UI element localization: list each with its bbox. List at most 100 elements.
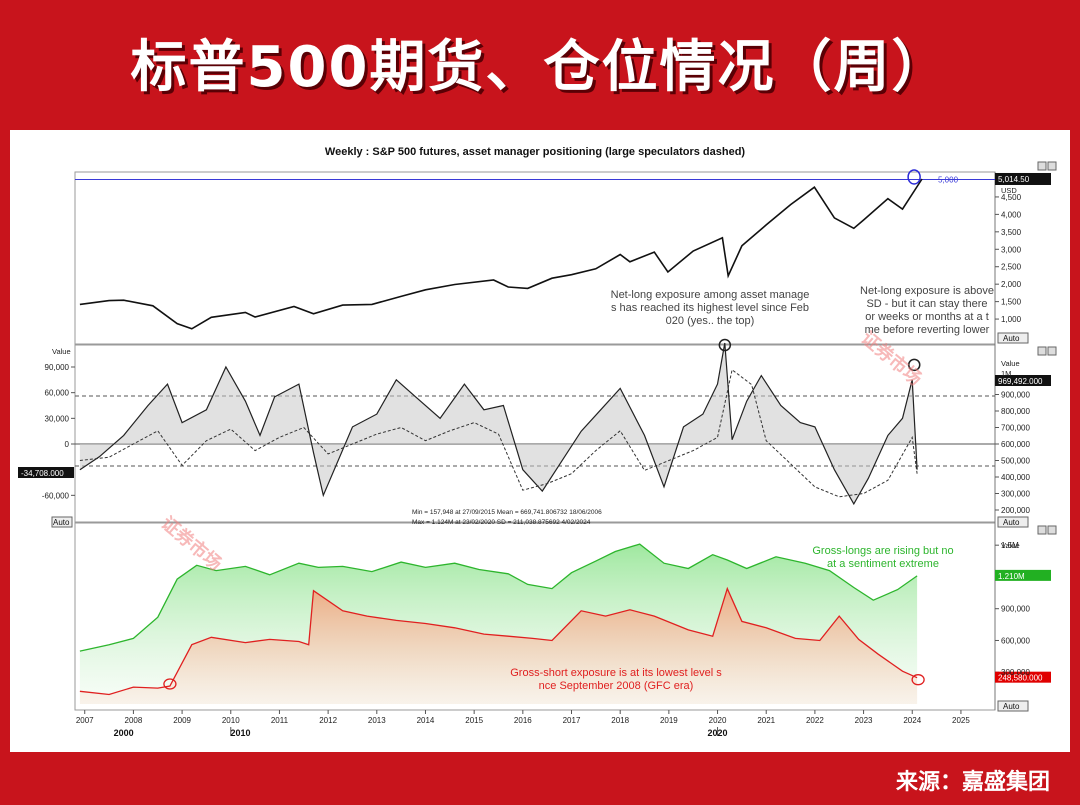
panel3-close-icon [1047,525,1057,535]
netlong-right-axis-title: Value [1001,359,1020,368]
price-axis-unit: USD [1001,186,1017,195]
price-axis-title: Price [1001,175,1018,184]
panel3-auto-box [997,700,1029,712]
gross-tick-label: 1.5M [1001,541,1019,550]
netlong-left-last-box [18,467,74,478]
x-tick-label: 2007 [76,716,94,725]
annotation-1sd-2: SD - but it can stay there [866,298,987,310]
x-tick-label: 2023 [855,716,873,725]
panel2-left-auto-label: Auto [53,518,70,527]
chart-svg: Weekly : S&P 500 futures, asset manager … [18,146,1057,738]
netlong-right-last-value: 969,492.000 [998,377,1043,386]
gross-shorts-fill [79,588,918,704]
price-last-value-box [995,172,1051,185]
panel1-auto-label: Auto [1003,334,1020,343]
netlong-stats-line-1: Min = 157,948 at 27/09/2015 Mean = 669,7… [412,509,602,516]
x-tick-label: 2013 [368,716,386,725]
reference-line-label: 5,000 [938,175,959,184]
gross-longs-line [79,543,918,652]
netlong-peak-2024-circle [907,358,921,372]
netlong-left-axis-title: Value [52,347,71,356]
netlong-right-tick-label: 200,000 [1001,506,1030,515]
netlong-right-tick-label: 500,000 [1001,457,1030,466]
netlong-right-last-box [995,375,1051,386]
gross-tick-label: 600,000 [1001,636,1030,645]
panel1-close-icon [1047,161,1057,171]
gross-tick-label: 900,000 [1001,605,1030,614]
annotation-netlong-highest-1: Net-long exposure among asset manage [611,289,810,301]
large-speculators-line [79,368,918,498]
x-tick-label: 2008 [125,716,143,725]
annotation-1sd-4: me before reverting lower [865,324,990,336]
price-tick-label: 3,500 [1001,228,1022,237]
panel2-right-auto-label: Auto [1003,518,1020,527]
price-tick-label: 1,000 [1001,315,1022,324]
annotation-gross-longs-2: at a sentiment extreme [827,558,939,570]
x-tick-label: 2011 [271,716,289,725]
gross-shorts-2024-circle [911,674,925,686]
gross-tick-label: 300,000 [1001,668,1030,677]
annotation-netlong-highest-3: 020 (yes.. the top) [666,315,755,327]
netlong-stats-line-2: Max = 1.124M at 23/02/2020 SD = 211,038.… [412,519,591,526]
netlong-left-last-value: -34,708.000 [21,469,64,478]
annotation-netlong-highest-2: s has reached its highest level since Fe… [611,302,809,314]
annotation-gross-shorts-2: nce September 2008 (GFC era) [539,680,694,692]
panel2-right-auto-box [997,516,1029,528]
panel3-minimize-icon [1037,525,1047,535]
panel1-auto-box [997,332,1029,344]
panel2-minimize-icon [1037,346,1047,356]
price-last-value: 5,014.50 [998,175,1030,184]
x-tick-label: 2020 [709,716,727,725]
gross-shorts-line [79,586,918,696]
annotation-1sd-1: Net-long exposure is above [860,285,994,297]
netlong-right-tick-label: 600,000 [1001,440,1030,449]
gross-longs-last-value: 1.210M [998,572,1025,581]
price-tick-label: 4,500 [1001,193,1022,202]
x-tick-label: 2015 [465,716,483,725]
netlong-left-tick-label: -60,000 [42,491,70,500]
price-tick-label: 3,000 [1001,245,1022,254]
netlong-peak-2020-circle [718,338,732,352]
annotation-1sd-3: or weeks or months at a t [865,311,989,323]
netlong-right-tick-label: 300,000 [1001,490,1030,499]
netlong-right-tick-label: 700,000 [1001,424,1030,433]
x-tick-label: 2022 [806,716,824,725]
panel2-left-auto-box [51,516,73,528]
panel1-minimize-icon [1037,161,1047,171]
x-tick-label: 2025 [952,716,970,725]
gross-shorts-last-box [995,671,1051,683]
netlong-right-tick-label: 800,000 [1001,407,1030,416]
page-title: 标普500期货、仓位情况（周） [130,35,950,100]
gross-shorts-2008-circle [163,678,177,690]
price-tick-label: 4,000 [1001,210,1022,219]
x-tick-label: 2017 [563,716,581,725]
price-highlight-circle [907,169,921,185]
netlong-series-line [79,342,918,506]
source-label: 来源：嘉盛集团 [895,770,1050,795]
x-tick-label: 2021 [757,716,775,725]
gross-axis-title: Value [1001,541,1020,550]
x-tick-label: 2012 [319,716,337,725]
gross-longs-last-box [995,569,1051,581]
annotation-gross-shorts-1: Gross-short exposure is at its lowest le… [510,667,722,679]
price-series-line [79,178,923,330]
x-tick-label: 2014 [417,716,435,725]
x-tick-label: 2024 [903,716,921,725]
annotation-gross-longs-1: Gross-longs are rising but no [812,545,953,557]
netlong-left-tick-label: 30,000 [45,414,70,423]
netlong-right-unit: 1M [1001,369,1011,378]
netlong-right-tick-label: 900,000 [1001,391,1030,400]
price-tick-label: 2,500 [1001,263,1022,272]
panel-frame-0 [74,171,996,345]
panel2-close-icon [1047,346,1057,356]
x-decade-label: 2000 [114,728,134,738]
x-decade-label: 2020 [708,728,728,738]
x-tick-label: 2009 [173,716,191,725]
netlong-right-tick-label: 400,000 [1001,473,1030,482]
x-tick-label: 2019 [660,716,678,725]
panel3-auto-label: Auto [1003,702,1020,711]
x-tick-label: 2018 [611,716,629,725]
x-decade-label: 2010 [230,728,250,738]
netlong-fill-area [79,343,918,504]
gross-shorts-last-value: 248,580.000 [998,674,1043,683]
